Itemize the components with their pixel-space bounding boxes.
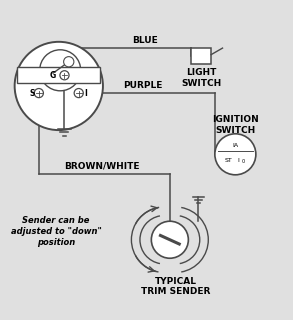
Circle shape: [40, 50, 81, 91]
Text: ST: ST: [224, 157, 232, 163]
Circle shape: [64, 57, 74, 67]
Text: LIGHT
SWITCH: LIGHT SWITCH: [181, 68, 221, 88]
Circle shape: [215, 134, 256, 175]
Circle shape: [34, 89, 43, 98]
Text: 0: 0: [242, 159, 245, 164]
Circle shape: [60, 71, 69, 80]
Circle shape: [15, 42, 103, 130]
Text: I: I: [237, 157, 239, 163]
Text: BROWN/WHITE: BROWN/WHITE: [64, 162, 139, 171]
Bar: [191, 48, 211, 64]
Text: Sender can be
adjusted to "down"
position: Sender can be adjusted to "down" positio…: [11, 216, 101, 247]
Text: TYPICAL
TRIM SENDER: TYPICAL TRIM SENDER: [141, 277, 210, 296]
Text: I: I: [84, 89, 87, 98]
Text: S: S: [29, 89, 34, 98]
Bar: [18, 68, 100, 83]
Text: G: G: [50, 71, 56, 80]
Text: PURPLE: PURPLE: [123, 81, 162, 90]
Circle shape: [151, 221, 188, 258]
Text: IGNITION
SWITCH: IGNITION SWITCH: [212, 115, 259, 135]
Text: BLUE: BLUE: [132, 36, 157, 45]
Circle shape: [74, 89, 83, 98]
Text: IA: IA: [232, 143, 239, 148]
